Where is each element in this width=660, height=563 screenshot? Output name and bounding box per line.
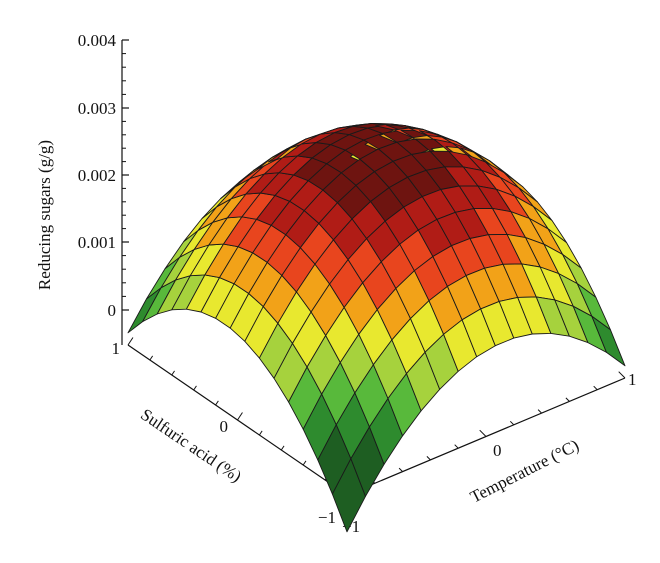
response-surface xyxy=(127,122,626,533)
y-tick-label: 1 xyxy=(112,339,121,358)
x-axis-title: Temperature (°C) xyxy=(467,436,582,507)
z-tick-label: 0.003 xyxy=(78,99,116,118)
y-tick xyxy=(280,445,285,451)
y-tick xyxy=(302,460,307,466)
x-tick xyxy=(565,397,570,402)
x-tick-label: 1 xyxy=(628,370,637,389)
y-tick xyxy=(258,430,263,436)
x-tick-label: 0 xyxy=(493,441,502,460)
z-tick-label: 0.002 xyxy=(78,166,116,185)
y-tick-label: −1 xyxy=(318,508,336,527)
x-tick xyxy=(454,444,459,449)
y-tick-label: 0 xyxy=(220,417,229,436)
x-tick xyxy=(537,409,542,414)
z-tick-label: 0 xyxy=(108,301,117,320)
y-tick xyxy=(193,385,197,391)
x-tick xyxy=(479,429,487,437)
z-tick-label: 0.004 xyxy=(78,31,117,50)
x-tick xyxy=(398,467,403,472)
y-axis-title: Sulfuric acid (%) xyxy=(137,405,245,486)
x-tick xyxy=(593,385,598,391)
x-tick xyxy=(426,456,431,461)
y-tick xyxy=(171,370,175,376)
y-tick xyxy=(237,412,243,421)
y-tick xyxy=(215,400,219,406)
x-tick xyxy=(509,420,515,426)
surface-cell xyxy=(591,315,626,367)
z-tick-label: 0.001 xyxy=(78,233,116,252)
z-axis-title: Reducing sugars (g/g) xyxy=(35,140,54,290)
x-tick xyxy=(618,371,626,379)
y-tick xyxy=(127,337,134,346)
y-tick xyxy=(149,355,154,361)
